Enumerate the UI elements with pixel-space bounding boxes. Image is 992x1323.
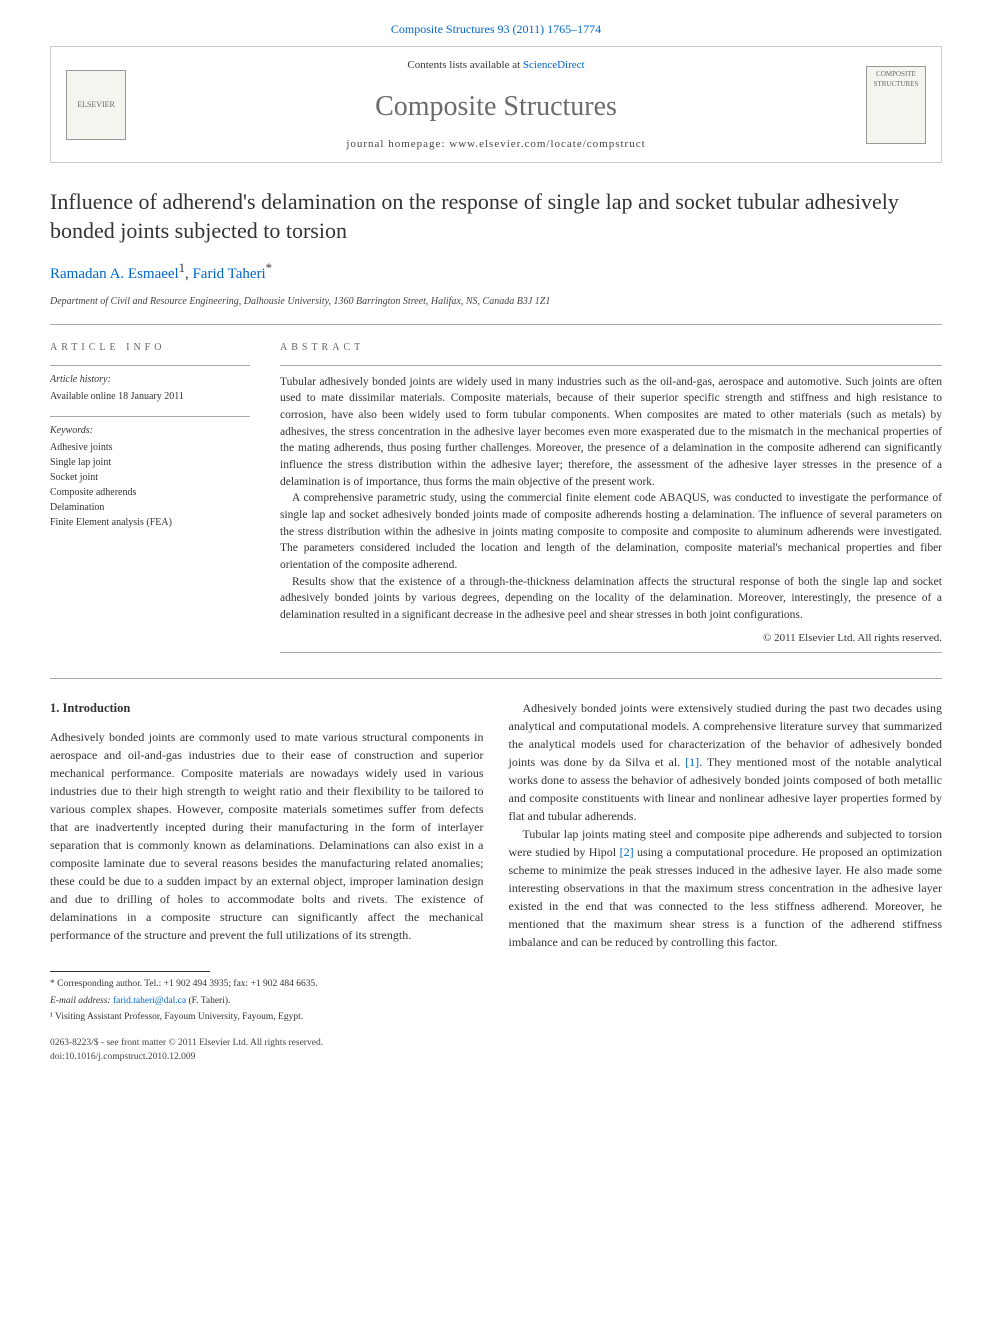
contents-line: Contents lists available at ScienceDirec… (126, 57, 866, 74)
citation-bar: Composite Structures 93 (2011) 1765–1774 (0, 0, 992, 46)
sciencedirect-link[interactable]: ScienceDirect (523, 59, 585, 71)
keyword: Composite adherends (50, 485, 250, 500)
corresponding-author: * Corresponding author. Tel.: +1 902 494… (50, 977, 470, 991)
abstract-para: A comprehensive parametric study, using … (280, 490, 942, 573)
contents-prefix: Contents lists available at (407, 59, 522, 71)
keywords-list: Adhesive joints Single lap joint Socket … (50, 440, 250, 530)
homepage-prefix: journal homepage: (346, 138, 449, 150)
homepage-url[interactable]: www.elsevier.com/locate/compstruct (449, 138, 645, 150)
divider-mid (50, 678, 942, 679)
abstract-column: ABSTRACT Tubular adhesively bonded joint… (280, 340, 942, 654)
journal-title: Composite Structures (126, 86, 866, 128)
author-1[interactable]: Ramadan A. Esmaeel (50, 266, 179, 282)
history-line: Available online 18 January 2011 (50, 389, 250, 404)
author-2-sup: * (266, 261, 272, 275)
keyword: Delamination (50, 500, 250, 515)
homepage-line: journal homepage: www.elsevier.com/locat… (126, 136, 866, 153)
author-2[interactable]: Farid Taheri (192, 266, 265, 282)
elsevier-logo: ELSEVIER (66, 70, 126, 140)
front-matter-line: 0263-8223/$ - see front matter © 2011 El… (50, 1036, 942, 1050)
keyword: Single lap joint (50, 455, 250, 470)
article-title: Influence of adherend's delamination on … (50, 188, 942, 245)
article-info: ARTICLE INFO Article history: Available … (50, 340, 250, 654)
citation-link[interactable]: Composite Structures 93 (2011) 1765–1774 (391, 22, 601, 36)
keyword: Finite Element analysis (FEA) (50, 515, 250, 530)
keywords-label: Keywords: (50, 423, 250, 438)
header-center: Contents lists available at ScienceDirec… (126, 57, 866, 152)
email-label: E-mail address: (50, 996, 113, 1006)
abstract-copyright: © 2011 Elsevier Ltd. All rights reserved… (280, 630, 942, 647)
info-abstract-row: ARTICLE INFO Article history: Available … (50, 340, 942, 654)
info-divider-1 (50, 365, 250, 366)
email-line: E-mail address: farid.taheri@dal.ca (F. … (50, 994, 470, 1008)
email-suffix: (F. Taheri). (188, 996, 230, 1006)
keyword: Adhesive joints (50, 440, 250, 455)
bottom-bar: 0263-8223/$ - see front matter © 2011 El… (50, 1036, 942, 1065)
article-info-heading: ARTICLE INFO (50, 340, 250, 355)
abstract-text: Tubular adhesively bonded joints are wid… (280, 374, 942, 624)
body-para: Adhesively bonded joints are commonly us… (50, 728, 484, 944)
journal-header-box: ELSEVIER Contents lists available at Sci… (50, 46, 942, 163)
abstract-heading: ABSTRACT (280, 340, 942, 355)
divider-top (50, 324, 942, 325)
keyword: Socket joint (50, 470, 250, 485)
footnote-1: ¹ Visiting Assistant Professor, Fayoum U… (50, 1010, 470, 1024)
info-divider-2 (50, 416, 250, 417)
footnotes-divider (50, 971, 210, 972)
authors: Ramadan A. Esmaeel1, Farid Taheri* (50, 259, 942, 286)
main-content: 1. Introduction Adhesively bonded joints… (50, 699, 942, 951)
history-label: Article history: (50, 372, 250, 387)
abstract-para: Results show that the existence of a thr… (280, 574, 942, 624)
footnotes: * Corresponding author. Tel.: +1 902 494… (50, 971, 470, 1024)
section-1-heading: 1. Introduction (50, 699, 484, 718)
affiliation: Department of Civil and Resource Enginee… (50, 294, 942, 309)
abstract-divider-bottom (280, 652, 942, 653)
abstract-para: Tubular adhesively bonded joints are wid… (280, 374, 942, 491)
email-link[interactable]: farid.taheri@dal.ca (113, 996, 186, 1006)
body-para: Adhesively bonded joints were extensivel… (509, 699, 943, 825)
abstract-divider (280, 365, 942, 366)
citation-link-1[interactable]: [1] (685, 755, 699, 769)
journal-cover-thumb: COMPOSITE STRUCTURES (866, 66, 926, 144)
body-para: Tubular lap joints mating steel and comp… (509, 825, 943, 951)
citation-link-2[interactable]: [2] (620, 845, 634, 859)
doi-line: doi:10.1016/j.compstruct.2010.12.009 (50, 1050, 942, 1064)
